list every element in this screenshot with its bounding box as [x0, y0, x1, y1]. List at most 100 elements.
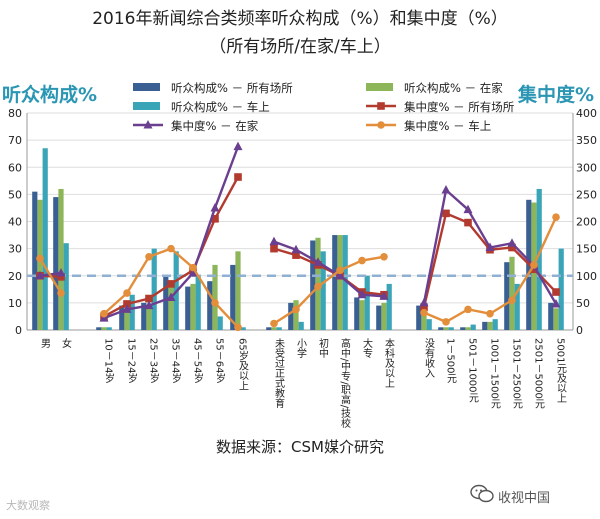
bar	[146, 305, 152, 330]
bar	[53, 197, 59, 330]
bar	[536, 188, 542, 330]
legend-label: 听众构成% － 车上	[171, 100, 270, 114]
x-tick-label: 小学	[295, 338, 307, 358]
x-tick-label: 男	[39, 338, 51, 349]
left-tick-label: 10	[8, 297, 22, 310]
bar	[124, 308, 130, 330]
bar	[217, 316, 223, 330]
right-tick-label: 0	[576, 324, 583, 337]
bar	[163, 275, 169, 330]
legend-label: 集中度% － 车上	[404, 119, 491, 133]
line-point	[234, 173, 242, 181]
bar	[320, 251, 326, 330]
series-line	[273, 240, 385, 298]
chart: 0 10 20 30 40 50 60 70 80 0 50 100 150 200 250 300 350 40…	[8, 81, 597, 429]
line-point	[188, 268, 198, 277]
chart-subtitle: （所有场所/在家/车上）	[209, 37, 391, 57]
bar	[504, 262, 510, 330]
x-tick-label: 1001－1500元	[489, 338, 501, 409]
x-tick-label: 55－64岁	[214, 338, 226, 384]
bar	[465, 327, 471, 330]
bar	[438, 327, 444, 330]
line-point	[313, 257, 323, 266]
x-tick-label: 45－54岁	[192, 338, 204, 384]
bar	[190, 283, 196, 330]
bar	[276, 327, 282, 330]
bar	[364, 275, 370, 330]
line-point	[122, 304, 132, 313]
line-point	[442, 209, 450, 218]
bar	[212, 264, 218, 330]
line-point	[419, 297, 429, 307]
x-tick-label: 高中/中专/职高/技校	[339, 337, 351, 429]
line-point	[379, 291, 389, 300]
line-point	[486, 309, 494, 318]
x-tick-label: 本科及以上	[383, 337, 395, 388]
line-point	[167, 244, 175, 253]
right-tick-label: 400	[576, 107, 597, 120]
bar	[288, 302, 294, 330]
bar	[443, 327, 449, 330]
bar	[63, 243, 69, 330]
chart-title: 2016年新闻综合类频率听众构成（%）和集中度（%）	[92, 9, 508, 29]
bar	[337, 235, 343, 330]
line-point	[485, 242, 495, 252]
bar	[230, 264, 236, 330]
bar	[487, 321, 493, 330]
line-point	[189, 263, 197, 272]
bar	[42, 148, 48, 330]
line-point	[335, 270, 345, 280]
x-tick-label: 1501－2500元	[511, 338, 523, 409]
bar	[240, 327, 246, 330]
line-point	[144, 300, 154, 310]
x-tick-label: 35－44岁	[170, 338, 182, 384]
bar	[359, 300, 365, 330]
line-point	[167, 280, 175, 288]
legend-swatch	[366, 83, 393, 91]
data-source: 数据来源：CSM媒介研究	[216, 438, 384, 456]
bar	[426, 319, 432, 330]
bar	[37, 199, 43, 330]
left-tick-label: 40	[8, 216, 22, 229]
watermark-right: 收视中国	[498, 491, 551, 506]
legend-label: 集中度% － 所有场所	[404, 100, 515, 114]
line-point	[552, 288, 560, 296]
bar	[553, 308, 559, 330]
line-point	[358, 256, 366, 265]
x-tick-label: 没有收入	[423, 338, 435, 378]
left-tick-label: 20	[8, 270, 22, 283]
line-point	[508, 296, 516, 304]
bar	[129, 294, 135, 330]
legend-label: 集中度% － 在家	[171, 119, 259, 133]
x-tick-label: 1－500元	[445, 338, 457, 383]
bar	[558, 248, 564, 330]
line-point	[270, 319, 278, 328]
bar	[310, 240, 316, 330]
bar	[514, 283, 520, 330]
x-tick-label: 25－34岁	[148, 338, 160, 384]
line-point	[380, 252, 388, 261]
bar	[141, 302, 147, 330]
x-tick-label: 5001元及以上	[555, 338, 567, 403]
bar	[448, 327, 454, 330]
line-point	[292, 305, 300, 314]
left-tick-label: 30	[8, 243, 22, 256]
left-tick-label: 60	[8, 161, 22, 174]
line-point	[210, 202, 220, 212]
line-point	[35, 270, 45, 280]
bar	[492, 319, 498, 330]
line-point	[441, 185, 451, 194]
line-point	[357, 289, 367, 299]
right-tick-label: 50	[576, 297, 590, 310]
line-point	[123, 289, 131, 297]
bar	[421, 305, 427, 330]
x-tick-label: 女	[60, 337, 72, 349]
left-tick-label: 50	[8, 188, 22, 201]
bar	[548, 302, 554, 330]
line-point	[211, 214, 219, 223]
right-tick-label: 350	[576, 134, 597, 147]
right-tick-label: 300	[576, 161, 597, 174]
x-tick-label: 初中	[317, 337, 329, 359]
line-point	[145, 294, 153, 303]
line-point	[269, 236, 279, 246]
